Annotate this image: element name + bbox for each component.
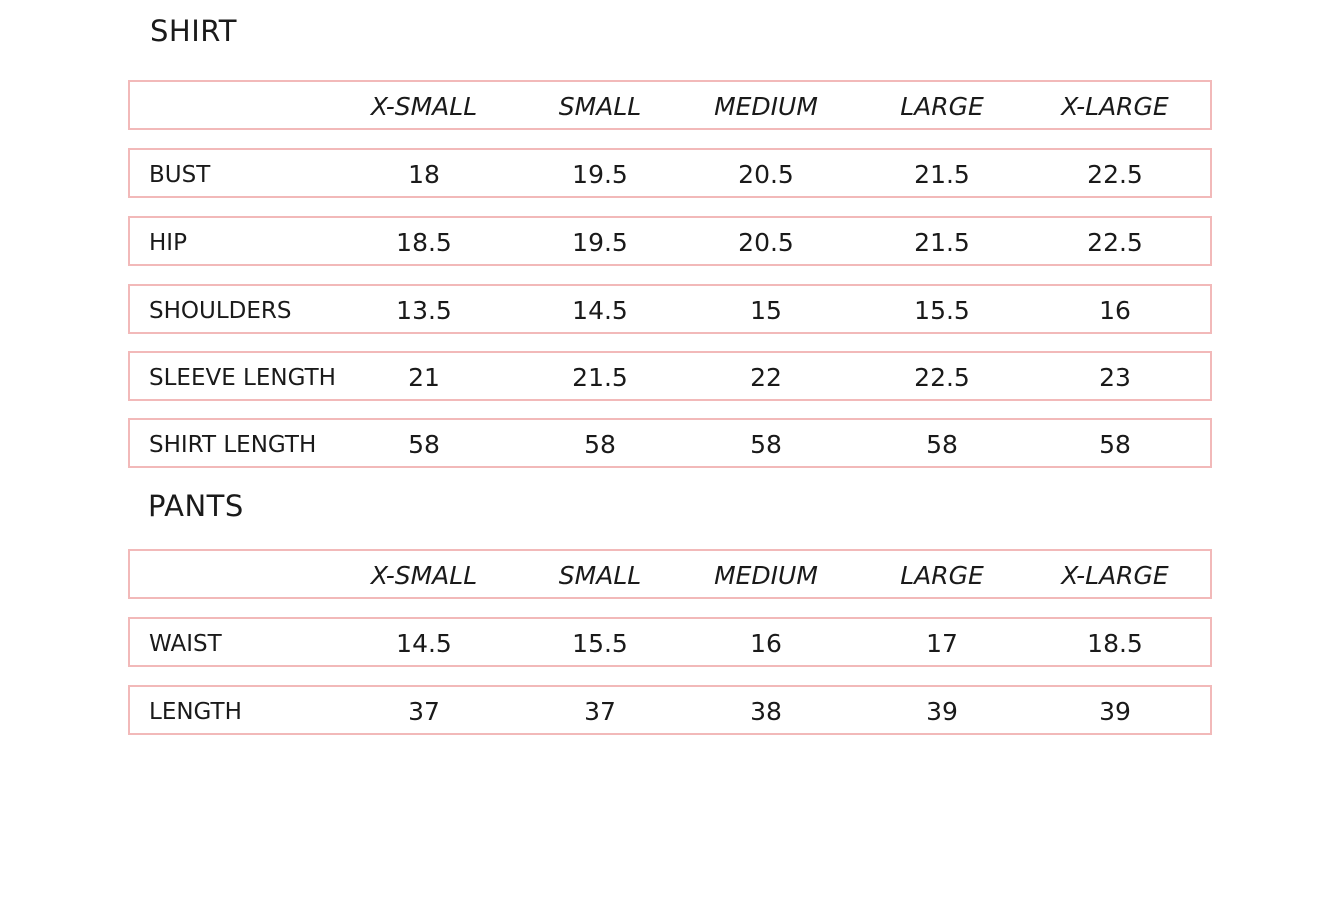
measurement-value: 38 — [750, 697, 782, 726]
measurement-value: 23 — [1099, 363, 1131, 392]
shirt-row: SHIRT LENGTH 58 58 58 58 58 — [128, 418, 1212, 468]
measurement-value: 21.5 — [914, 228, 970, 257]
measurement-label: WAIST — [149, 631, 222, 657]
measurement-label: HIP — [149, 230, 187, 256]
shirt-header-row: X-SMALL SMALL MEDIUM LARGE X-LARGE — [128, 80, 1212, 130]
shirt-row: SLEEVE LENGTH 21 21.5 22 22.5 23 — [128, 351, 1212, 401]
measurement-value: 58 — [750, 430, 782, 459]
size-header: MEDIUM — [714, 561, 818, 590]
measurement-value: 20.5 — [738, 228, 794, 257]
measurement-value: 22 — [750, 363, 782, 392]
measurement-value: 15.5 — [572, 629, 628, 658]
measurement-value: 15 — [750, 296, 782, 325]
measurement-value: 17 — [926, 629, 958, 658]
size-header: X-SMALL — [370, 92, 478, 121]
measurement-label: LENGTH — [149, 699, 242, 725]
measurement-value: 39 — [1099, 697, 1131, 726]
measurement-value: 58 — [584, 430, 616, 459]
measurement-value: 16 — [1099, 296, 1131, 325]
measurement-value: 21 — [408, 363, 440, 392]
measurement-value: 58 — [926, 430, 958, 459]
measurement-value: 14.5 — [396, 629, 452, 658]
measurement-value: 13.5 — [396, 296, 452, 325]
measurement-label: SLEEVE LENGTH — [149, 365, 336, 391]
measurement-label: SHIRT LENGTH — [149, 432, 317, 458]
size-header: SMALL — [558, 92, 642, 121]
measurement-value: 37 — [408, 697, 440, 726]
measurement-value: 18.5 — [1087, 629, 1143, 658]
measurement-value: 18 — [408, 160, 440, 189]
size-header: X-SMALL — [370, 561, 478, 590]
shirt-title: SHIRT — [150, 14, 238, 48]
size-header: MEDIUM — [714, 92, 818, 121]
size-header: X-LARGE — [1061, 92, 1169, 121]
measurement-value: 22.5 — [1087, 160, 1143, 189]
size-header: LARGE — [900, 92, 984, 121]
measurement-value: 19.5 — [572, 228, 628, 257]
measurement-label: BUST — [149, 162, 211, 188]
measurement-value: 14.5 — [572, 296, 628, 325]
shirt-row: SHOULDERS 13.5 14.5 15 15.5 16 — [128, 284, 1212, 334]
measurement-value: 58 — [1099, 430, 1131, 459]
measurement-label: SHOULDERS — [149, 298, 292, 324]
measurement-value: 22.5 — [914, 363, 970, 392]
size-header: SMALL — [558, 561, 642, 590]
size-header: X-LARGE — [1061, 561, 1169, 590]
measurement-value: 39 — [926, 697, 958, 726]
pants-title: PANTS — [148, 489, 244, 523]
measurement-value: 19.5 — [572, 160, 628, 189]
measurement-value: 21.5 — [572, 363, 628, 392]
size-header: LARGE — [900, 561, 984, 590]
measurement-value: 20.5 — [738, 160, 794, 189]
measurement-value: 18.5 — [396, 228, 452, 257]
pants-row: LENGTH 37 37 38 39 39 — [128, 685, 1212, 735]
shirt-row: BUST 18 19.5 20.5 21.5 22.5 — [128, 148, 1212, 198]
shirt-row: HIP 18.5 19.5 20.5 21.5 22.5 — [128, 216, 1212, 266]
measurement-value: 58 — [408, 430, 440, 459]
measurement-value: 37 — [584, 697, 616, 726]
measurement-value: 21.5 — [914, 160, 970, 189]
pants-row: WAIST 14.5 15.5 16 17 18.5 — [128, 617, 1212, 667]
measurement-value: 15.5 — [914, 296, 970, 325]
pants-header-row: X-SMALL SMALL MEDIUM LARGE X-LARGE — [128, 549, 1212, 599]
measurement-value: 22.5 — [1087, 228, 1143, 257]
measurement-value: 16 — [750, 629, 782, 658]
